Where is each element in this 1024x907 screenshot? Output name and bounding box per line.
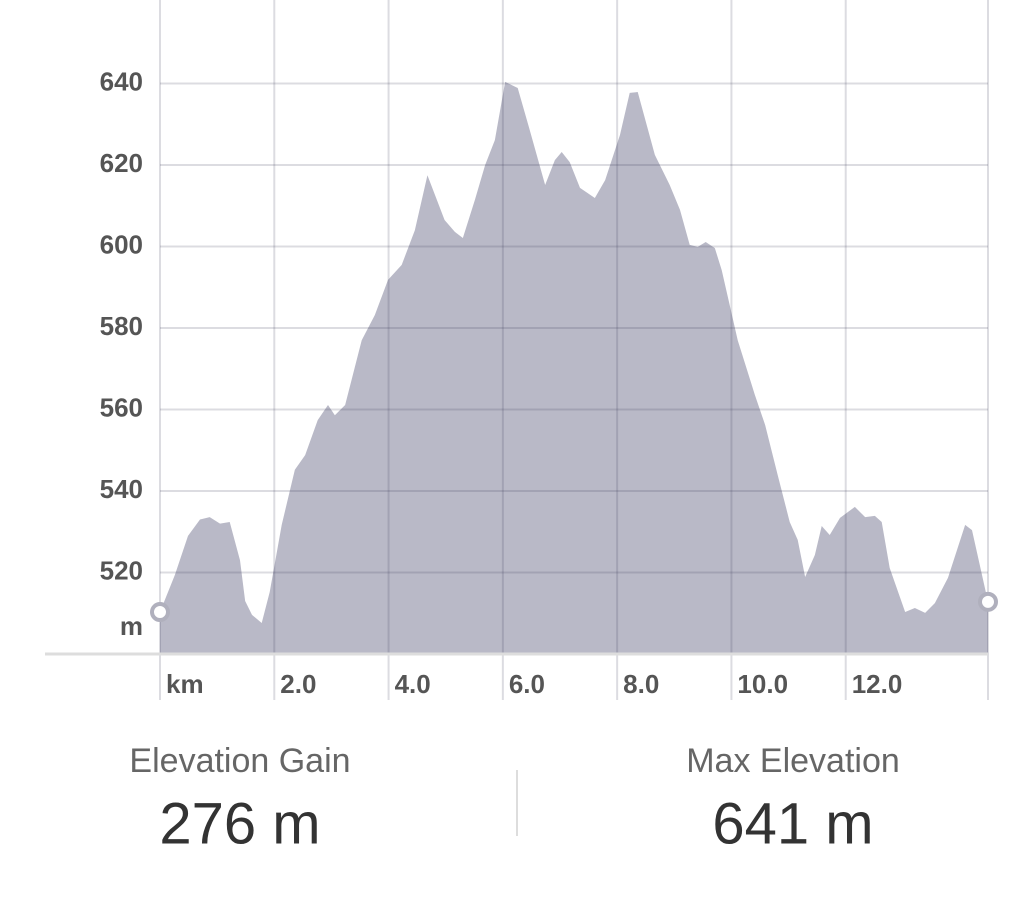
y-tick-label: 520: [100, 555, 143, 585]
stat-label: Elevation Gain: [129, 742, 350, 780]
y-tick-label: 580: [100, 311, 143, 341]
x-axis-label: km: [166, 669, 204, 699]
y-tick-label: 640: [100, 66, 143, 96]
x-tick-label: 10.0: [737, 669, 788, 699]
endpoint-marker: [978, 591, 998, 612]
y-tick-label: 620: [100, 148, 143, 178]
elevation-area: [160, 81, 988, 655]
x-tick-label: 4.0: [395, 669, 431, 699]
endpoint-marker: [150, 602, 170, 623]
x-tick-label: 2.0: [280, 669, 316, 699]
y-tick-label: 560: [100, 392, 143, 422]
y-axis-label: m: [120, 611, 143, 641]
x-tick-label: 6.0: [509, 669, 545, 699]
y-tick-label: 600: [100, 229, 143, 259]
stat-value: 276 m: [159, 791, 320, 856]
stat-value: 641 m: [712, 791, 873, 856]
stat-label: Max Elevation: [686, 742, 900, 780]
x-tick-label: 8.0: [623, 669, 659, 699]
y-tick-label: 540: [100, 474, 143, 504]
x-tick-label: 12.0: [852, 669, 903, 699]
